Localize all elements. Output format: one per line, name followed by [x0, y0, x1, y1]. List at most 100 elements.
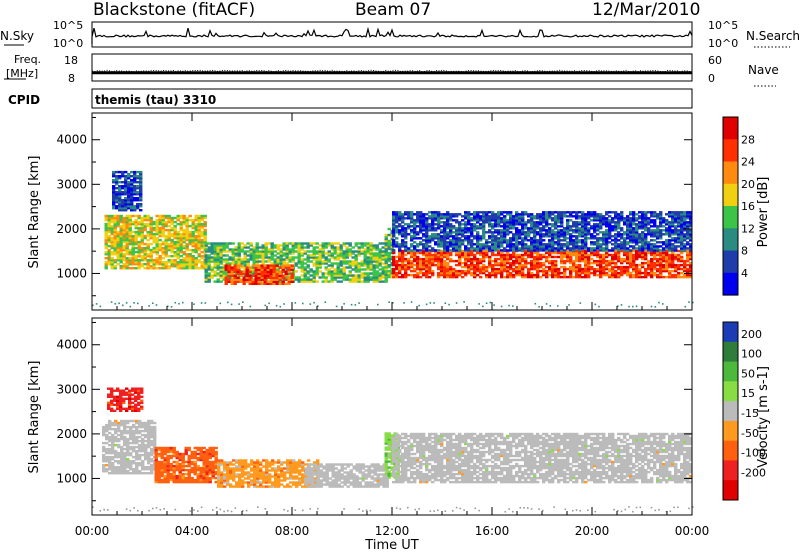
power-echo-cell [677, 273, 681, 277]
power-echo-cell [449, 249, 453, 252]
power-echo-cell [509, 263, 513, 267]
power-echo-cell [476, 249, 480, 252]
power-echo-cell [503, 211, 507, 214]
power-echo-cell [327, 264, 331, 267]
power-echo-cell [306, 270, 310, 273]
power-echo-cell [345, 254, 349, 257]
power-echo-cell [407, 233, 411, 236]
power-echo-cell [176, 253, 180, 256]
power-echo-cell [575, 253, 579, 257]
power-echo-cell [665, 257, 669, 261]
power-echo-cell [485, 275, 489, 279]
power-echo-cell [440, 263, 444, 267]
power-echo-cell [476, 215, 480, 218]
power-echo-cell [348, 272, 352, 275]
power-echo-cell [599, 221, 603, 224]
power-echo-cell [686, 215, 690, 218]
power-echo-cell [647, 211, 651, 214]
power-echo-cell [130, 187, 134, 190]
power-echo-cell [473, 255, 477, 259]
power-echo-cell [671, 249, 675, 252]
power-echo-cell [518, 253, 522, 257]
power-echo-cell [683, 265, 687, 269]
power-echo-cell [536, 273, 540, 277]
power-echo-cell [143, 263, 147, 266]
power-echo-cell [629, 263, 633, 267]
power-echo-cell [395, 271, 399, 275]
power-echo-cell [554, 267, 558, 271]
power-echo-cell [161, 218, 165, 222]
power-echo-cell [452, 219, 456, 222]
power-echo-cell [119, 216, 123, 220]
power-echo-cell [204, 278, 208, 281]
power-echo-cell [425, 247, 429, 250]
power-echo-cell [122, 232, 126, 236]
power-echo-cell [118, 205, 122, 208]
power-echo-cell [464, 213, 468, 216]
power-echo-cell [626, 273, 630, 277]
power-echo-cell [680, 259, 684, 263]
power-echo-cell [644, 235, 648, 238]
power-echo-cell [536, 233, 540, 236]
power-echo-cell [407, 215, 411, 218]
power-echo-cell [506, 213, 510, 216]
power-echo-cell [494, 219, 498, 222]
power-echo-cell [644, 221, 648, 224]
power-echo-cell [428, 245, 432, 248]
power-echo-cell [395, 245, 399, 248]
power-echo-cell [440, 239, 444, 242]
power-echo-cell [617, 253, 621, 257]
power-echo-cell [237, 248, 241, 251]
velocity-echo-cell [108, 468, 112, 471]
power-echo-cell [482, 211, 486, 214]
power-echo-cell [266, 274, 270, 278]
power-echo-cell [407, 247, 411, 250]
power-echo-cell [300, 274, 304, 277]
velocity-echo-cell [117, 468, 121, 471]
power-echo-cell [494, 263, 498, 267]
power-echo-cell [500, 231, 504, 234]
power-echo-cell [203, 214, 207, 218]
power-echo-cell [104, 226, 108, 230]
power-echo-cell [233, 270, 237, 274]
power-echo-cell [224, 280, 228, 284]
velocity-echo-cell [102, 464, 106, 467]
power-echo-cell [635, 253, 639, 257]
power-echo-cell [252, 250, 256, 253]
power-echo-cell [677, 249, 681, 253]
power-echo-cell [188, 259, 192, 262]
power-echo-cell [401, 239, 405, 242]
power-echo-cell [245, 276, 249, 280]
power-echo-cell [494, 249, 498, 252]
power-echo-cell [119, 238, 123, 242]
power-echo-cell [270, 250, 274, 253]
power-echo-cell [243, 260, 247, 263]
power-echo-cell [590, 227, 594, 230]
power-echo-cell [467, 267, 471, 271]
power-echo-cell [113, 250, 117, 254]
power-echo-cell [428, 239, 432, 242]
power-echo-cell [512, 259, 516, 263]
power-echo-cell [632, 247, 636, 250]
power-echo-cell [581, 217, 585, 220]
power-echo-cell [297, 242, 301, 245]
power-echo-cell [686, 251, 690, 255]
power-echo-cell [554, 243, 558, 246]
power-echo-cell [309, 256, 313, 259]
power-echo-cell [357, 250, 361, 253]
power-echo-cell [629, 241, 633, 244]
power-echo-cell [312, 278, 316, 281]
power-echo-cell [149, 216, 153, 220]
power-echo-cell [608, 223, 612, 226]
power-echo-cell [115, 205, 119, 208]
power-echo-cell [680, 267, 684, 271]
power-echo-cell [191, 257, 195, 260]
velocity-echo-cell [117, 455, 121, 459]
power-echo-cell [446, 265, 450, 269]
power-echo-cell [653, 257, 657, 261]
power-echo-cell [270, 258, 274, 261]
power-echo-cell [363, 256, 367, 259]
power-echo-cell [127, 197, 131, 200]
power-echo-cell [158, 218, 162, 222]
power-echo-cell [249, 305, 252, 308]
